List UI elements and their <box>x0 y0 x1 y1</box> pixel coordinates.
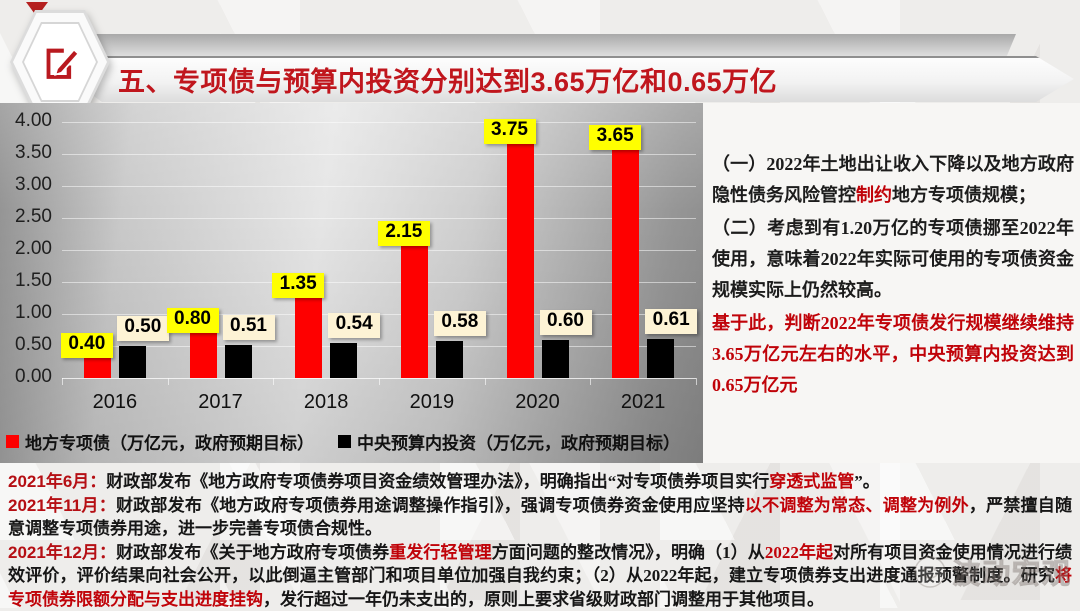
body-text: 财政部发布《地方政府专项债券用途调整操作指引》，强调专项债券资金使用应坚持 <box>116 496 745 515</box>
date-label: 2021年12月： <box>8 543 116 562</box>
edit-pencil-icon <box>37 39 83 85</box>
bar-central-budget <box>330 343 357 378</box>
bar-special-bond <box>190 327 217 378</box>
x-axis-tick <box>62 378 63 385</box>
bar-value-label: 0.54 <box>328 313 380 338</box>
x-axis-tick <box>168 378 169 385</box>
highlight-text: 重发行轻管理 <box>389 543 491 562</box>
bar-special-bond <box>401 240 428 378</box>
date-label: 2021年11月： <box>8 496 116 515</box>
grid-line <box>62 346 696 347</box>
legend-marker <box>6 435 19 448</box>
body-text: 财政部发布《地方政府专项债券项目资金绩效管理办法》，明确指出“对专项债券项目实行 <box>106 472 769 491</box>
legend: 地方专项债（万亿元，政府预期目标） 中央预算内投资（万亿元，政府预期目标） <box>6 429 680 454</box>
bar-value-label: 1.35 <box>272 273 324 298</box>
highlight-text: 穿透式监管 <box>769 472 854 491</box>
legend-marker <box>338 435 351 448</box>
x-axis-tick <box>379 378 380 385</box>
paragraph: （一）2022年土地出让收入下降以及地方政府隐性债务风险管控制约地方专项债规模； <box>712 149 1074 211</box>
highlight-text: 制约 <box>856 185 892 205</box>
highlight-text: 2022年起 <box>765 543 833 562</box>
policy-notes: 2021年6月：财政部发布《地方政府专项债券项目资金绩效管理办法》，明确指出“对… <box>0 466 1080 611</box>
legend-item: 地方专项债（万亿元，政府预期目标） <box>6 429 314 454</box>
y-axis-label: 3.00 <box>0 174 52 196</box>
grid-line <box>62 218 696 219</box>
paragraph: 基于此，判断2022年专项债发行规模继续维持3.65万亿元左右的水平，中央预算内… <box>712 308 1074 401</box>
y-axis-label: 3.50 <box>0 142 52 164</box>
y-axis-label: 0.00 <box>0 366 52 388</box>
bar-special-bond <box>612 144 639 378</box>
title-badge <box>10 10 110 114</box>
x-axis-label: 2017 <box>181 391 261 414</box>
x-axis-label: 2021 <box>603 391 683 414</box>
grid-line <box>62 154 696 155</box>
paragraph: 2021年12月：财政部发布《关于地方政府专项债券重发行轻管理方面问题的整改情况… <box>8 541 1072 611</box>
bar-central-budget <box>542 340 569 378</box>
body-text: （二）考虑到有1.20万亿的专项债挪至2022年使用，意味着2022年实际可使用… <box>712 218 1074 300</box>
bar-value-label: 3.75 <box>484 119 536 144</box>
bar-central-budget <box>119 346 146 378</box>
paragraph: （二）考虑到有1.20万亿的专项债挪至2022年使用，意味着2022年实际可使用… <box>712 213 1074 306</box>
bar-special-bond <box>507 138 534 378</box>
bar-value-label: 0.61 <box>645 309 697 334</box>
bar-value-label: 2.15 <box>378 221 430 246</box>
x-axis-label: 2016 <box>75 391 155 414</box>
paragraph: 2021年6月：财政部发布《地方政府专项债券项目资金绩效管理办法》，明确指出“对… <box>8 470 1072 494</box>
y-axis-label: 2.00 <box>0 238 52 260</box>
body-text: ”。 <box>854 472 880 491</box>
x-axis-tick <box>485 378 486 385</box>
date-label: 2021年6月： <box>8 472 106 491</box>
legend-label: 中央预算内投资（万亿元，政府预期目标） <box>357 429 680 454</box>
bar-special-bond <box>295 292 322 378</box>
bar-value-label: 0.50 <box>117 316 169 341</box>
legend-item: 中央预算内投资（万亿元，政府预期目标） <box>338 429 680 454</box>
y-axis-label: 0.50 <box>0 334 52 356</box>
bar-value-label: 0.40 <box>61 333 113 358</box>
body-text: 财政部发布《关于地方政府专项债券 <box>116 543 389 562</box>
y-axis-label: 2.50 <box>0 206 52 228</box>
bar-value-label: 0.58 <box>434 311 486 336</box>
y-axis-label: 4.00 <box>0 110 52 132</box>
page-title: 五、专项债与预算内投资分别达到3.65万亿和0.65万亿 <box>118 60 777 99</box>
body-text: ，发行超过一年仍未支出的，原则上要求省级财政部门调整用于其他项目。 <box>263 590 824 609</box>
highlight-text: 以不调整为常态、调整为例外 <box>745 496 969 515</box>
x-axis-tick <box>273 378 274 385</box>
bar-value-label: 0.60 <box>540 310 592 335</box>
bar-chart: 0.00 0.50 1.00 1.50 2.00 2.50 3.00 3.50 4.00 0.40… <box>0 103 703 463</box>
x-axis-label: 2019 <box>392 391 472 414</box>
bar-central-budget <box>436 341 463 378</box>
y-axis-label: 1.00 <box>0 302 52 324</box>
body-text: 地方专项债规模； <box>892 185 1036 205</box>
commentary-panel: （一）2022年土地出让收入下降以及地方政府隐性债务风险管控制约地方专项债规模；… <box>703 103 1080 463</box>
bar-value-label: 0.51 <box>223 315 275 340</box>
grid-line <box>62 186 696 187</box>
x-axis-tick <box>590 378 591 385</box>
x-axis-label: 2020 <box>498 391 578 414</box>
x-axis-label: 2018 <box>286 391 366 414</box>
paragraph: 2021年11月：财政部发布《地方政府专项债券用途调整操作指引》，强调专项债券资… <box>8 494 1072 541</box>
bar-value-label: 3.65 <box>589 125 641 150</box>
highlight-text: 基于此，判断2022年专项债发行规模继续维持3.65万亿元左右的水平，中央预算内… <box>712 313 1074 395</box>
body-text: 方面问题的整改情况》，明确（1）从 <box>492 543 765 562</box>
legend-label: 地方专项债（万亿元，政府预期目标） <box>25 429 314 454</box>
title-ribbon-fold <box>72 34 1016 58</box>
bar-central-budget <box>225 345 252 378</box>
x-axis-tick <box>696 378 697 385</box>
grid-line <box>62 122 696 123</box>
grid-line <box>62 250 696 251</box>
bar-central-budget <box>647 339 674 378</box>
bar-value-label: 0.80 <box>167 308 219 333</box>
y-axis-label: 1.50 <box>0 270 52 292</box>
grid-line <box>62 282 696 283</box>
